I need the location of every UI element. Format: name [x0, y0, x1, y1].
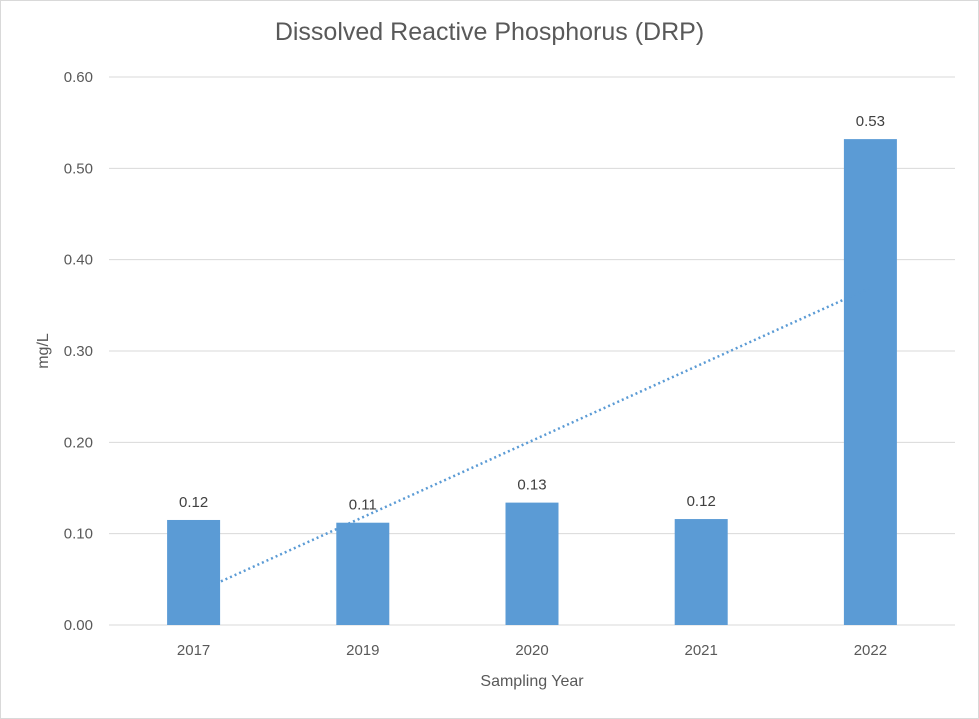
y-tick-label: 0.50: [64, 160, 93, 177]
y-tick-label: 0.40: [64, 252, 93, 269]
chart-title: Dissolved Reactive Phosphorus (DRP): [274, 18, 705, 46]
bar-2022: [843, 139, 897, 625]
y-axis-ticks: 0.00 0.10 0.20 0.30 0.40 0.50 0.60: [64, 69, 93, 634]
data-label: 0.13: [517, 477, 546, 494]
y-tick-label: 0.60: [64, 69, 93, 86]
y-tick-label: 0.10: [64, 526, 93, 543]
gridlines: [109, 76, 955, 626]
x-tick-label: 2022: [854, 642, 887, 659]
x-tick-label: 2017: [177, 642, 210, 659]
x-tick-label: 2020: [515, 642, 548, 659]
bar-2020: [505, 502, 559, 625]
data-labels: 0.12 0.11 0.13 0.12 0.53: [179, 113, 885, 514]
x-axis-ticks: 2017 2019 2020 2021 2022: [177, 642, 887, 659]
x-axis-label: Sampling Year: [480, 673, 584, 690]
x-tick-label: 2021: [685, 642, 718, 659]
data-label: 0.12: [687, 493, 716, 510]
trendline: [193, 286, 871, 595]
data-label: 0.11: [349, 497, 377, 514]
y-axis-label: mg/L: [35, 333, 52, 369]
data-label: 0.12: [179, 494, 208, 511]
bars: [167, 139, 897, 625]
trendline-line: [193, 286, 871, 595]
y-tick-label: 0.00: [64, 617, 93, 634]
y-tick-label: 0.20: [64, 434, 93, 451]
data-label: 0.53: [856, 113, 885, 130]
bar-2017: [167, 519, 221, 625]
bar-2021: [674, 519, 728, 625]
bar-2019: [336, 522, 390, 625]
y-tick-label: 0.30: [64, 343, 93, 360]
x-tick-label: 2019: [346, 642, 379, 659]
